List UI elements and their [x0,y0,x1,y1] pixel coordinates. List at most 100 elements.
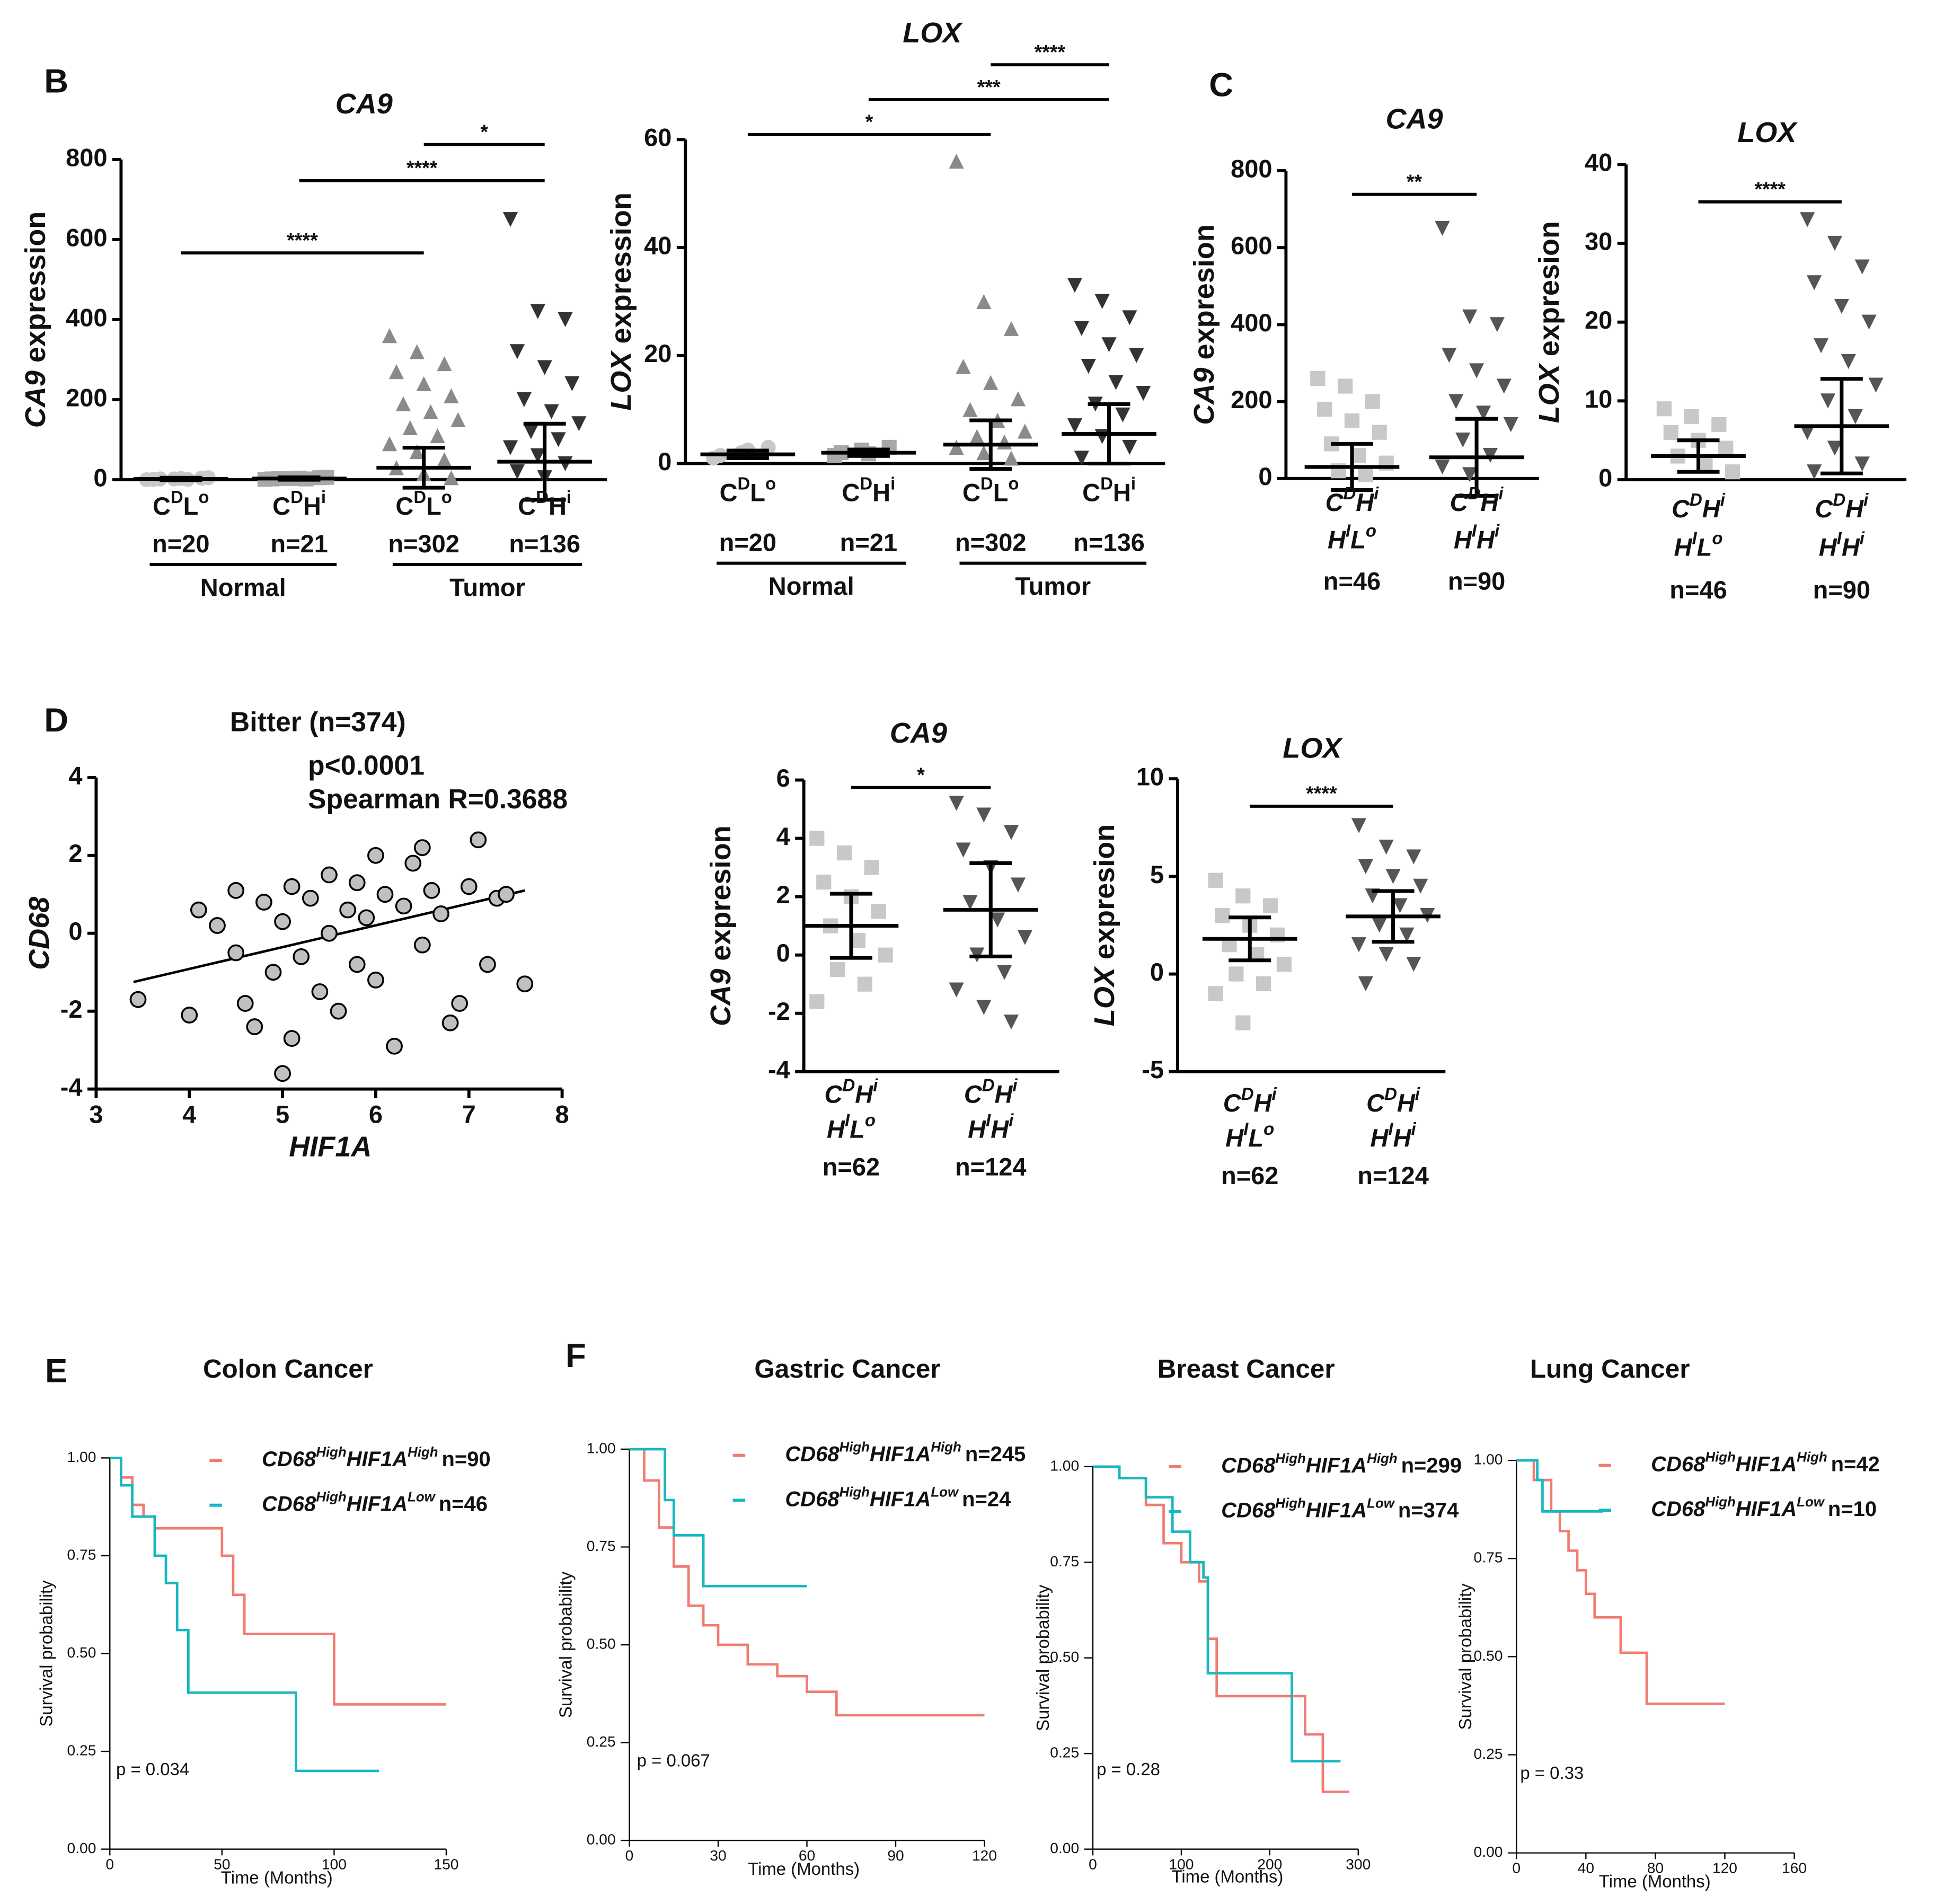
label-part: H [303,492,321,521]
y-tick-label: 0.00 [1474,1843,1503,1860]
label-part: H [549,492,567,521]
superscript: i [1495,521,1500,541]
dot [997,965,1012,980]
dot [976,1000,992,1015]
dot [509,344,525,359]
y-tick-label: 0 [1258,462,1272,490]
legend-count: n=10 [1828,1497,1877,1521]
dot [878,947,893,963]
dot [836,845,852,861]
superscript: High [408,1445,438,1460]
label-part: H [968,1115,986,1143]
dot [1827,235,1843,251]
label-part: H [1397,1089,1416,1117]
label-part: C [518,492,536,521]
point [246,1018,263,1035]
x-tick-label: CDHi [1082,473,1136,506]
y-tick-label: 0.25 [1474,1745,1503,1762]
dot [830,962,845,977]
point [227,882,245,899]
x-axis-label: Time (Months) [221,1868,333,1888]
p-value: p = 0.034 [116,1759,189,1779]
superscript: o [1712,528,1722,548]
group-label: Normal [768,572,854,600]
dot [983,375,998,390]
dot [395,396,411,411]
group-count: n=21 [840,528,897,557]
dot [962,895,978,910]
y-tick-label: 0.50 [1474,1647,1503,1664]
dot [1448,394,1464,409]
x-tick-label: 80 [1647,1859,1664,1876]
superscript: High [840,1485,870,1500]
y-axis-label: LOX expression [605,192,637,411]
dot [1229,966,1244,982]
chart-title: Bitter (n=374) [230,706,406,737]
point [432,905,449,922]
x-tick-label: 160 [1782,1859,1807,1876]
label-part: CD68 [785,1442,840,1466]
dot [388,364,404,380]
y-tick-label: 600 [66,223,107,251]
y-tick-label: 60 [644,124,671,152]
label-part: HIF1A [1736,1452,1797,1476]
dot [450,412,466,427]
label-part: CD68 [262,1492,316,1515]
significance: **** [1754,178,1786,200]
y-tick-label: 0.00 [67,1839,96,1856]
dot [1848,409,1863,425]
panel-label: D [44,702,68,739]
dot [382,436,397,452]
significance: **** [1306,782,1337,805]
group-count: n=302 [388,530,460,558]
y-tick-label: 40 [644,231,671,259]
x-axis-label: Time (Months) [748,1859,860,1879]
point [255,894,272,911]
dot [1115,407,1130,422]
dot [1074,451,1089,466]
x-tick-label: 3 [89,1100,103,1129]
label-part: HIF1A [1736,1497,1797,1521]
point [441,1014,459,1032]
dot [1344,413,1360,428]
point [386,1037,403,1055]
point [516,975,534,993]
x-axis-label: Time (Months) [1599,1872,1711,1891]
group-count: n=124 [1357,1161,1429,1189]
point [479,956,496,973]
label-part: H [995,1080,1013,1108]
dot [1385,869,1401,884]
label-part: H [1480,488,1499,516]
x-tick-label: HIHi [968,1110,1014,1143]
dot [423,404,438,419]
label-part: expression [20,211,51,371]
dot [1813,338,1829,354]
y-tick-label: -4 [768,1055,790,1083]
label-part: L [1697,533,1712,561]
point [395,897,412,915]
survival-curve [1093,1465,1341,1762]
dot [1262,898,1278,913]
superscript: o [765,473,776,493]
label-part: C [842,479,860,507]
y-tick-label: -2 [768,997,790,1025]
superscript: D [1468,483,1481,503]
x-tick-label: 0 [1089,1856,1097,1873]
legend-count: n=24 [962,1487,1011,1511]
point [348,874,366,892]
label-part: CD68 [785,1487,840,1511]
y-tick-label: 1.00 [1050,1457,1079,1474]
dot [1136,385,1151,401]
y-tick-label: 0 [1150,958,1164,986]
legend-count: n=299 [1401,1453,1462,1477]
group-count: n=46 [1669,576,1727,604]
x-tick-label: CDLo [720,473,776,506]
group-count: n=90 [1813,576,1870,604]
superscript: I [1346,521,1351,541]
legend-label: CD68HighHIF1ALow n=46 [262,1490,488,1516]
x-tick-label: CDHi [518,487,571,520]
label-part: C [1082,479,1100,507]
superscript: Low [1797,1495,1825,1510]
